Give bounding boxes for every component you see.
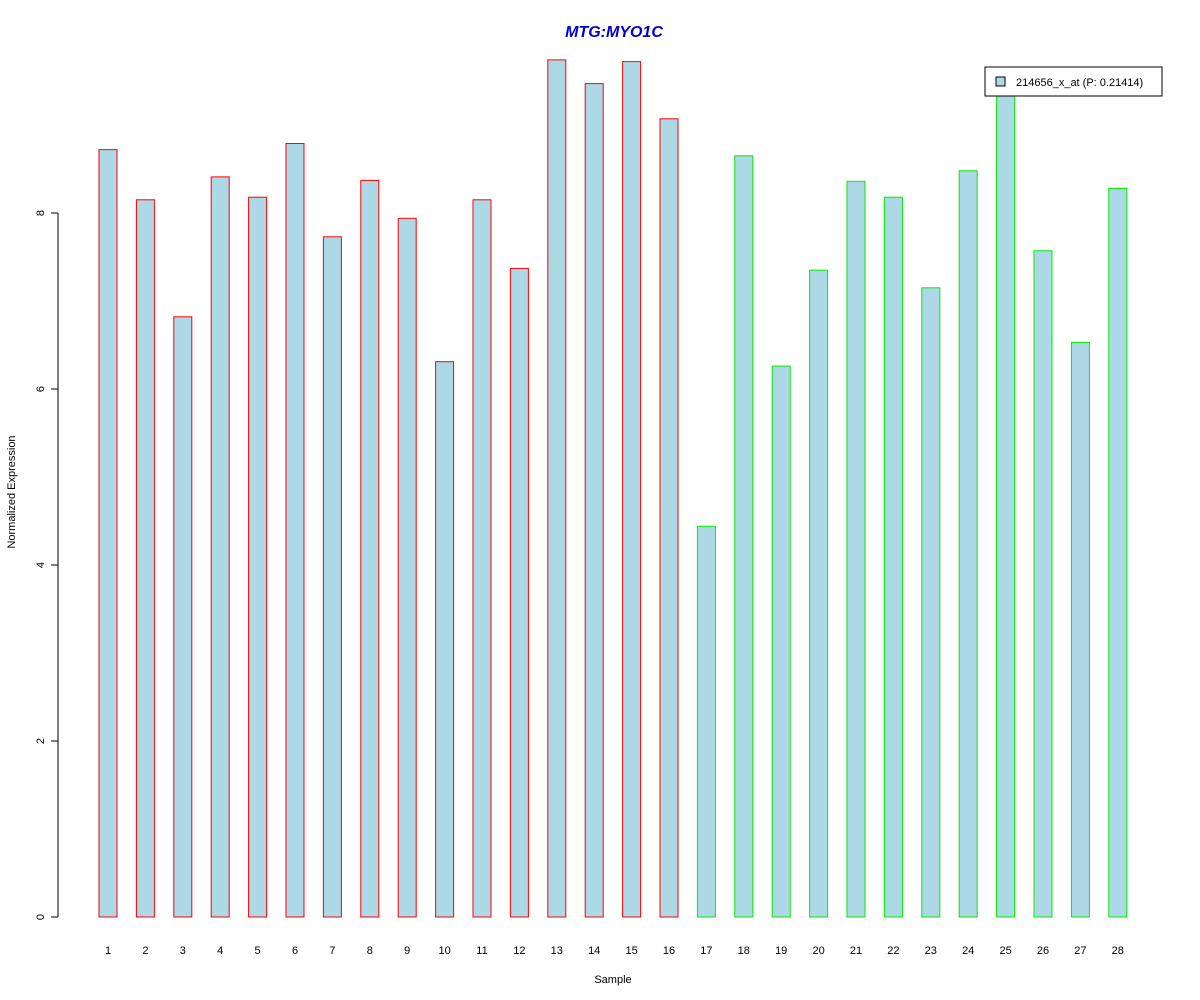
y-axis: 0 2 4 6 8 bbox=[35, 210, 59, 920]
x-tick-label: 11 bbox=[476, 945, 487, 957]
x-tick-label: 6 bbox=[292, 945, 298, 957]
bar-sample-25 bbox=[996, 71, 1016, 918]
bar-sample-16 bbox=[659, 118, 679, 918]
x-tick-label: 12 bbox=[513, 945, 525, 957]
bar-sample-24 bbox=[958, 170, 978, 918]
x-tick-label: 23 bbox=[925, 945, 937, 957]
bar-sample-2 bbox=[135, 199, 155, 918]
x-tick-label: 8 bbox=[367, 945, 373, 957]
x-tick-label: 7 bbox=[329, 945, 335, 957]
bar-sample-8 bbox=[360, 179, 380, 918]
bar-sample-18 bbox=[734, 155, 754, 918]
y-tick-label: 0 bbox=[35, 914, 47, 920]
x-tick-label: 24 bbox=[962, 945, 974, 957]
x-tick-label: 14 bbox=[588, 945, 600, 957]
x-tick-label: 26 bbox=[1037, 945, 1049, 957]
legend-swatch bbox=[995, 76, 1006, 87]
legend-box bbox=[984, 66, 1163, 97]
bar-sample-27 bbox=[1070, 341, 1090, 918]
legend: 214656_x_at (P: 0.21414) bbox=[984, 66, 1163, 97]
y-tick-label: 6 bbox=[35, 386, 47, 392]
x-tick-label: 28 bbox=[1112, 945, 1124, 957]
bar-sample-28 bbox=[1108, 187, 1128, 918]
x-tick-label: 5 bbox=[255, 945, 261, 957]
x-tick-label: 19 bbox=[775, 945, 787, 957]
bar-sample-6 bbox=[285, 143, 305, 918]
x-tick-label: 13 bbox=[551, 945, 563, 957]
y-tick-label: 4 bbox=[35, 562, 47, 568]
x-tick-label: 27 bbox=[1074, 945, 1086, 957]
x-tick-label: 16 bbox=[663, 945, 675, 957]
x-tick-label: 4 bbox=[217, 945, 223, 957]
bar-sample-11 bbox=[472, 199, 492, 918]
y-axis-label: Normalized Expression bbox=[6, 435, 18, 548]
bar-sample-17 bbox=[696, 525, 716, 918]
bar-sample-23 bbox=[921, 287, 941, 918]
bar-sample-19 bbox=[771, 365, 791, 918]
bar-sample-1 bbox=[98, 149, 118, 918]
x-tick-label: 15 bbox=[625, 945, 637, 957]
bar-sample-5 bbox=[248, 196, 268, 918]
x-tick-label: 10 bbox=[438, 945, 450, 957]
y-tick-label: 2 bbox=[35, 738, 47, 744]
bars-group bbox=[98, 59, 1128, 918]
x-tick-label: 17 bbox=[700, 945, 712, 957]
x-tick-label: 1 bbox=[105, 945, 111, 957]
bar-sample-4 bbox=[210, 176, 230, 918]
x-axis: 1 2 3 4 5 6 7 8 9 10 11 12 13 14 15 16 17 18 19 20 21 22 23 24 2… bbox=[105, 945, 1124, 957]
bar-sample-3 bbox=[173, 316, 193, 918]
bar-sample-10 bbox=[435, 361, 455, 918]
x-tick-label: 21 bbox=[850, 945, 862, 957]
x-tick-label: 2 bbox=[142, 945, 148, 957]
bar-sample-7 bbox=[322, 236, 342, 918]
bar-sample-22 bbox=[883, 196, 903, 918]
x-tick-label: 3 bbox=[180, 945, 186, 957]
legend-entry-label: 214656_x_at (P: 0.21414) bbox=[1016, 77, 1143, 89]
bar-sample-26 bbox=[1033, 250, 1053, 918]
x-tick-label: 9 bbox=[404, 945, 410, 957]
bar-sample-20 bbox=[809, 269, 829, 918]
x-tick-label: 18 bbox=[738, 945, 750, 957]
bar-sample-15 bbox=[622, 61, 642, 918]
x-tick-label: 20 bbox=[812, 945, 824, 957]
bar-sample-21 bbox=[846, 180, 866, 918]
bar-sample-13 bbox=[547, 59, 567, 918]
x-tick-label: 25 bbox=[999, 945, 1011, 957]
chart-title: MTG:MYO1C bbox=[565, 24, 663, 41]
x-axis-label: Sample bbox=[594, 974, 631, 986]
x-tick-label: 22 bbox=[887, 945, 899, 957]
bar-sample-14 bbox=[584, 83, 604, 918]
bar-sample-12 bbox=[509, 267, 529, 918]
y-tick-label: 8 bbox=[35, 210, 47, 216]
bar-sample-9 bbox=[397, 217, 417, 918]
